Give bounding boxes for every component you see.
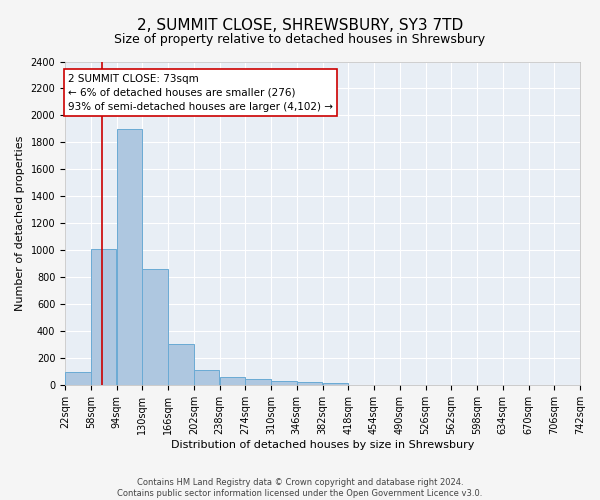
Y-axis label: Number of detached properties: Number of detached properties <box>15 136 25 311</box>
Text: Size of property relative to detached houses in Shrewsbury: Size of property relative to detached ho… <box>115 32 485 46</box>
Bar <box>323 382 348 386</box>
Bar <box>91 249 116 386</box>
Bar <box>65 372 91 386</box>
Bar <box>220 378 245 386</box>
Bar <box>271 380 296 386</box>
Bar <box>168 344 194 386</box>
Text: 2 SUMMIT CLOSE: 73sqm
← 6% of detached houses are smaller (276)
93% of semi-deta: 2 SUMMIT CLOSE: 73sqm ← 6% of detached h… <box>68 74 333 112</box>
Text: Contains HM Land Registry data © Crown copyright and database right 2024.
Contai: Contains HM Land Registry data © Crown c… <box>118 478 482 498</box>
Bar <box>297 382 322 386</box>
Bar <box>117 129 142 386</box>
X-axis label: Distribution of detached houses by size in Shrewsbury: Distribution of detached houses by size … <box>171 440 474 450</box>
Bar <box>194 370 220 386</box>
Text: 2, SUMMIT CLOSE, SHREWSBURY, SY3 7TD: 2, SUMMIT CLOSE, SHREWSBURY, SY3 7TD <box>137 18 463 32</box>
Bar <box>245 378 271 386</box>
Bar <box>142 270 168 386</box>
